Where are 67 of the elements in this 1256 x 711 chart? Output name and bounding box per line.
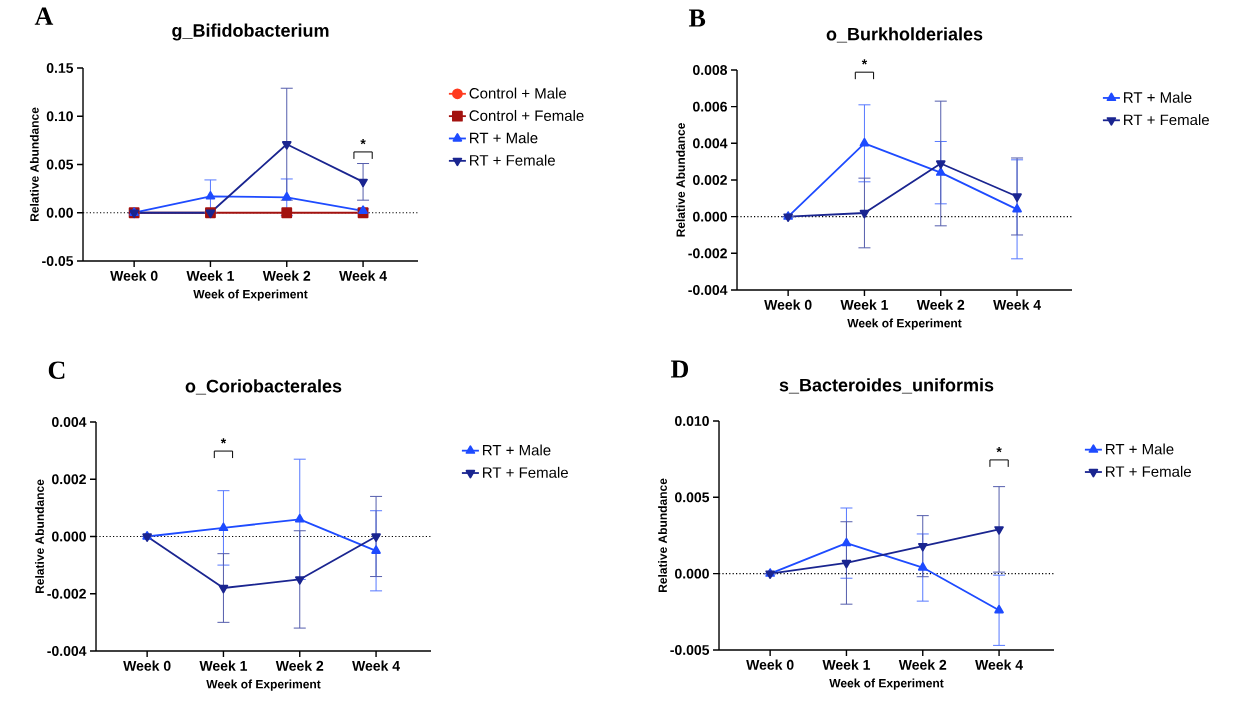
y-tick-label: -0.05 bbox=[42, 256, 74, 266]
y-tick-label: 0.05 bbox=[46, 159, 74, 170]
y-tick-label: -0.004 bbox=[47, 646, 87, 656]
x-tick-label: Week 4 bbox=[993, 299, 1041, 310]
legend-label: RT + Female bbox=[470, 154, 555, 166]
y-tick-label: -0.005 bbox=[670, 645, 710, 655]
legend-label: Control + Male bbox=[469, 87, 567, 99]
text: B bbox=[688, 9, 706, 27]
legend-label: RT + Male bbox=[470, 132, 538, 144]
text: C bbox=[48, 361, 65, 379]
x-tick-label: Week 4 bbox=[339, 270, 387, 281]
y-tick-label: 0.002 bbox=[693, 175, 727, 185]
y-tick-label: 0.008 bbox=[693, 65, 728, 75]
chart-title: g_Bifidobacterium bbox=[172, 23, 329, 41]
y-tick-label: 0.005 bbox=[675, 492, 710, 503]
x-tick-label: Week 2 bbox=[916, 299, 965, 310]
x-axis-title: Week of Experiment bbox=[193, 289, 308, 301]
y-tick-label: 0.000 bbox=[693, 211, 727, 222]
y-axis-title: Relative Abundance bbox=[35, 479, 44, 594]
legend-label: Control + Female bbox=[469, 109, 584, 121]
x-tick-label: Week 0 bbox=[746, 659, 794, 670]
legend-label: RT + Female bbox=[1106, 465, 1191, 477]
x-axis-title: Week of Experiment bbox=[206, 679, 321, 691]
x-axis-title: Week of Experiment bbox=[847, 318, 962, 330]
y-tick-label: -0.002 bbox=[688, 248, 727, 259]
x-tick-label: Week 2 bbox=[275, 660, 324, 671]
y-tick-label: -0.004 bbox=[688, 285, 728, 295]
y-tick-label: 0.000 bbox=[52, 531, 86, 542]
chart-title: o_Coriobacterales bbox=[185, 379, 342, 395]
legend-label: RT + Female bbox=[1124, 114, 1209, 126]
x-tick-label: Week 1 bbox=[199, 660, 248, 671]
x-tick-label: Week 0 bbox=[110, 270, 158, 281]
legend-label: RT + Male bbox=[483, 444, 551, 456]
annotation: * bbox=[220, 438, 227, 444]
text: D bbox=[670, 360, 689, 378]
chart-title: s_Bacteroides_uniformis bbox=[779, 378, 994, 394]
x-tick-label: Week 1 bbox=[822, 659, 871, 670]
y-tick-label: 0.00 bbox=[46, 207, 73, 218]
x-tick-label: Week 1 bbox=[840, 299, 889, 310]
y-tick-label: 0.10 bbox=[46, 111, 73, 122]
x-tick-label: Week 1 bbox=[186, 270, 235, 281]
x-tick-label: Week 2 bbox=[898, 659, 947, 670]
annotation: * bbox=[996, 447, 1002, 453]
y-tick-label: 0.010 bbox=[675, 416, 709, 426]
y-tick-label: 0.002 bbox=[52, 474, 86, 485]
text: A bbox=[34, 7, 54, 25]
y-axis-title: Relative Abundance bbox=[29, 107, 39, 222]
annotation: * bbox=[360, 139, 366, 145]
y-tick-label: 0.15 bbox=[46, 63, 74, 73]
y-tick-label: 0.000 bbox=[675, 568, 709, 579]
x-tick-label: Week 0 bbox=[123, 660, 171, 671]
x-tick-label: Week 4 bbox=[352, 660, 400, 671]
chart-title: o_Burkholderiales bbox=[826, 27, 983, 43]
y-tick-label: 0.006 bbox=[693, 101, 727, 112]
text: * bbox=[861, 59, 868, 65]
y-tick-label: -0.002 bbox=[47, 588, 86, 599]
legend-label: RT + Female bbox=[483, 466, 568, 478]
y-tick-label: 0.004 bbox=[52, 417, 87, 427]
x-tick-label: Week 2 bbox=[262, 270, 311, 281]
y-tick-label: 0.004 bbox=[693, 138, 728, 149]
x-tick-label: Week 4 bbox=[975, 659, 1023, 670]
x-axis-title: Week of Experiment bbox=[829, 678, 944, 690]
x-tick-label: Week 0 bbox=[764, 299, 812, 310]
legend-label: RT + Male bbox=[1124, 91, 1192, 103]
y-axis-title: Relative Abundance bbox=[658, 478, 667, 593]
y-axis-title: Relative Abundance bbox=[676, 123, 685, 237]
legend-label: RT + Male bbox=[1106, 443, 1174, 455]
